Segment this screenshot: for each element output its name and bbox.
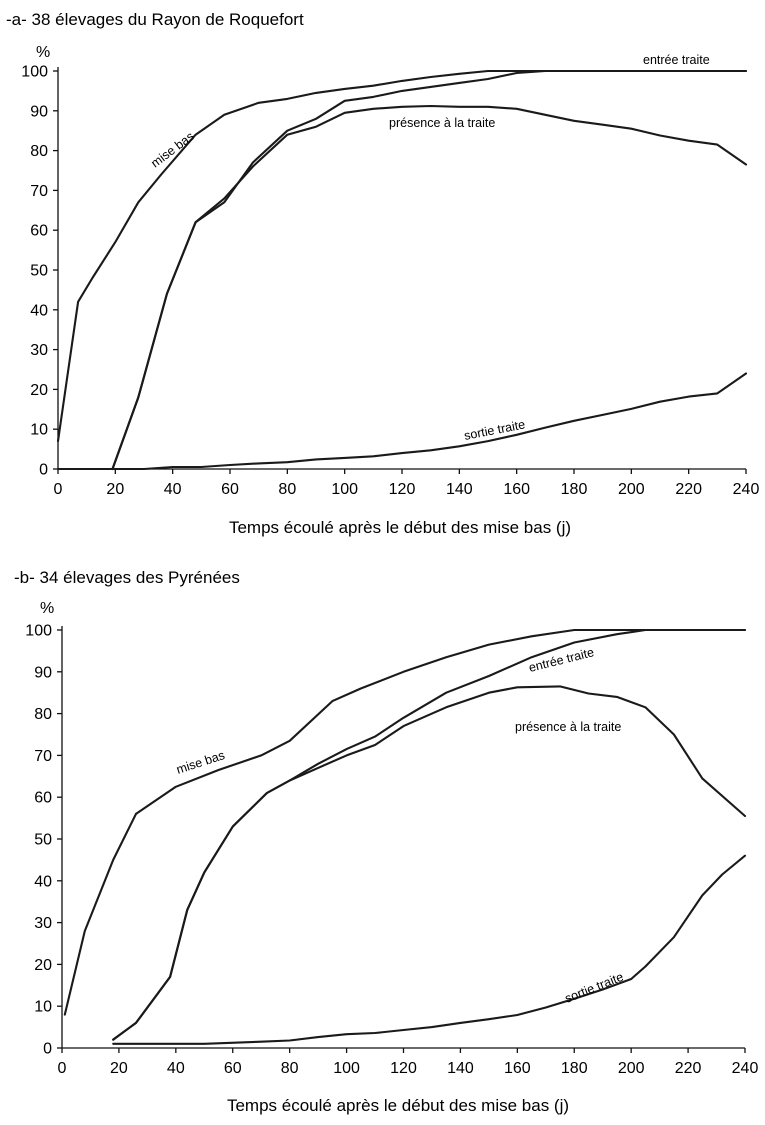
chart-a-x-tick-label: 120 (389, 481, 416, 498)
chart-a-y-tick-label: 30 (30, 342, 48, 359)
chart-b-label-mise-bas: mise bas (175, 748, 227, 777)
chart-b-x-tick-label: 40 (167, 1060, 185, 1077)
chart-a-x-tick-label: 100 (331, 481, 358, 498)
chart-b-y-tick-label: 70 (34, 748, 52, 765)
chart-b-x-tick-label: 180 (561, 1060, 588, 1077)
chart-a-title: -a- 38 élevages du Rayon de Roquefort (6, 10, 304, 29)
chart-a-y-tick-label: 50 (30, 263, 48, 280)
chart-a-series-entree-traite (111, 69, 748, 471)
chart-b-label-presence-traite: présence à la traite (515, 720, 621, 734)
chart-b-x-tick-label: 200 (618, 1060, 645, 1077)
chart-a-y-tick-label: 0 (39, 462, 48, 479)
chart-b-series-sortie-traite (112, 854, 747, 1045)
chart-b-x-tick-label: 120 (390, 1060, 417, 1077)
chart-a-y-unit: % (36, 44, 50, 61)
chart-b: -b- 34 élevages des Pyrénées % 0 10 20 30 40… (14, 568, 758, 1115)
chart-a-y-tick-label: 70 (30, 183, 48, 200)
chart-b-x-tick-label: 220 (675, 1060, 702, 1077)
chart-b-y-tick-label: 60 (34, 790, 52, 807)
chart-a-x-tick-label: 0 (54, 481, 63, 498)
chart-a-y-tick-label: 20 (30, 382, 48, 399)
chart-b-y-unit: % (40, 600, 54, 617)
chart-a-x-tick-label: 60 (221, 481, 239, 498)
chart-b-y-tick-label: 20 (34, 957, 52, 974)
chart-a-x-tick-label: 200 (618, 481, 645, 498)
chart-b-x-tick-label: 60 (224, 1060, 242, 1077)
chart-a-x-tick-label: 180 (561, 481, 588, 498)
chart-a-series-presence-a-la-traite (111, 104, 748, 471)
chart-a-x-tick-label: 240 (733, 481, 760, 498)
chart-b-label-entree-traite: entrée traite (527, 645, 595, 675)
chart-a-y-tick-label: 80 (30, 143, 48, 160)
chart-a-y-tick-label: 60 (30, 223, 48, 240)
chart-a-series-sortie-traite (56, 372, 748, 471)
chart-b-y-tick-label: 50 (34, 832, 52, 849)
chart-b-y-tick-label: 90 (34, 664, 52, 681)
chart-a-x-tick-label: 140 (446, 481, 473, 498)
chart-a-x-tick-label: 160 (503, 481, 530, 498)
chart-b-series-entree-traite (112, 628, 747, 1041)
chart-a-y-tick-label: 40 (30, 302, 48, 319)
chart-b-y-tick-label: 10 (34, 999, 52, 1016)
chart-a-x-axis-label: Temps écoulé après le début des mise bas… (229, 518, 571, 537)
chart-a-label-mise-bas: mise bas (148, 129, 196, 170)
chart-b-x-tick-label: 100 (333, 1060, 360, 1077)
chart-b-x-tick-label: 0 (58, 1060, 67, 1077)
chart-b-series-presence-a-la-traite (112, 685, 747, 1041)
chart-a-label-presence-traite: présence à la traite (389, 116, 495, 130)
chart-b-x-tick-label: 20 (110, 1060, 128, 1077)
chart-a-y-tick-label: 10 (30, 422, 48, 439)
chart-b-series-mise-bas (63, 628, 747, 1016)
chart-a-x-tick-label: 80 (278, 481, 296, 498)
chart-a-y-tick-label: 90 (30, 103, 48, 120)
chart-b-x-tick-label: 140 (447, 1060, 474, 1077)
chart-b-y-tick-label: 30 (34, 915, 52, 932)
chart-b-title: -b- 34 élevages des Pyrénées (14, 568, 240, 587)
chart-b-y-tick-label: 0 (43, 1041, 52, 1058)
chart-a: -a- 38 élevages du Rayon de Roquefort % … (6, 10, 759, 537)
chart-a-label-entree-traite: entrée traite (643, 53, 710, 67)
chart-b-y-tick-label: 40 (34, 873, 52, 890)
chart-b-label-sortie-traite: sortie traite (563, 970, 626, 1006)
chart-a-y-tick-label: 100 (21, 64, 48, 81)
chart-b-x-tick-label: 160 (504, 1060, 531, 1077)
chart-a-x-tick-label: 20 (106, 481, 124, 498)
chart-b-x-tick-label: 240 (732, 1060, 759, 1077)
chart-b-x-tick-label: 80 (281, 1060, 299, 1077)
chart-a-x-tick-label: 220 (675, 481, 702, 498)
chart-b-y-tick-label: 80 (34, 706, 52, 723)
chart-a-x-tick-label: 40 (164, 481, 182, 498)
chart-b-y-tick-label: 100 (25, 623, 52, 640)
chart-b-x-axis-label: Temps écoulé après le début des mise bas… (227, 1096, 569, 1115)
